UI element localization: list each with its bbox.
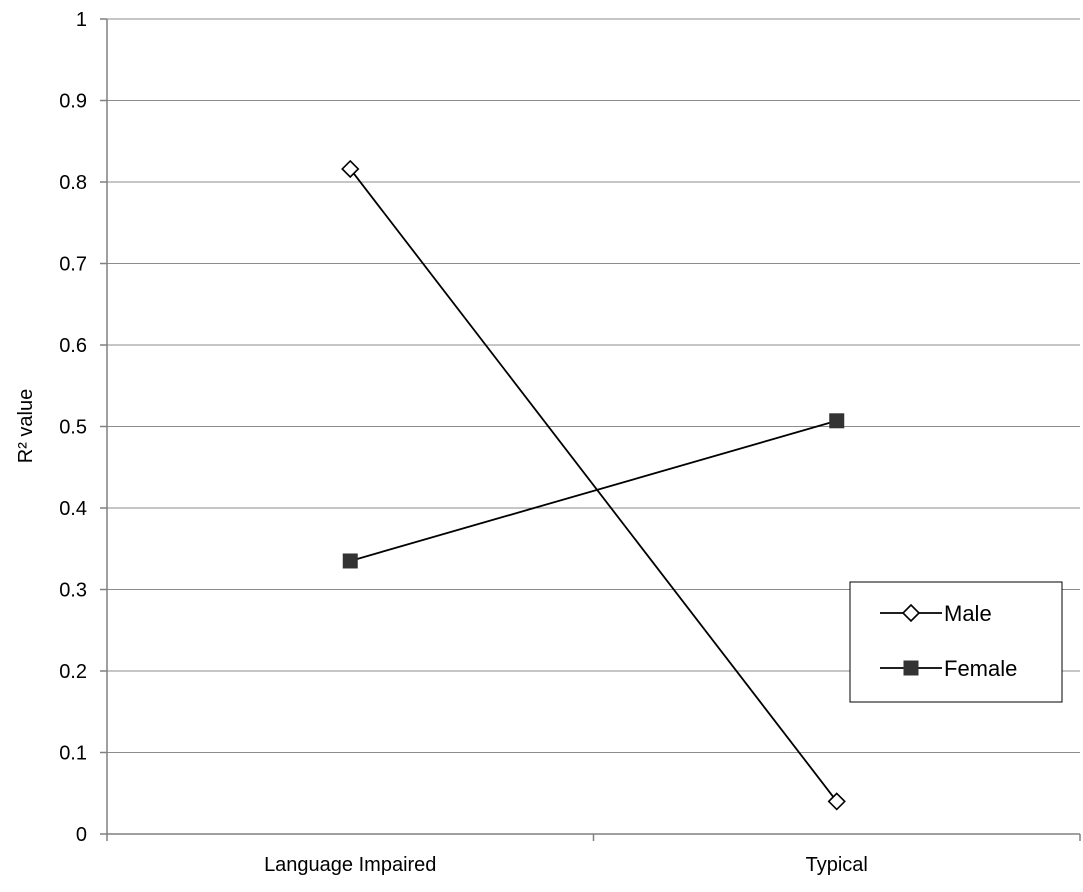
legend-marker-female	[903, 660, 919, 676]
y-axis-ticks: 0 0.1 0.2 0.3 0.4 0.5 0.6 0.7 0.8 0.9 1	[59, 9, 107, 846]
y-tick-label-0: 0	[76, 824, 87, 846]
y-tick-label-7: 0.7	[59, 254, 87, 276]
data-point-female-0	[342, 553, 358, 569]
data-point-male-0	[341, 159, 360, 179]
legend-box	[849, 581, 1063, 703]
x-axis-ticks: Language Impaired Typical	[106, 834, 1081, 876]
legend-entry-male: Male	[880, 601, 992, 626]
y-tick-label-4: 0.4	[59, 498, 87, 520]
y-tick-label-1: 0.1	[59, 743, 87, 765]
series-line-female	[350, 419, 837, 562]
data-point-male-1	[827, 792, 846, 811]
series-group	[341, 159, 846, 811]
y-axis-title: R² value	[15, 389, 37, 463]
y-tick-label-3: 0.3	[59, 580, 87, 602]
legend-label-male: Male	[944, 601, 992, 626]
y-tick-label-10: 1	[76, 9, 87, 31]
series-line-male	[349, 168, 838, 802]
y-tick-label-8: 0.8	[59, 172, 87, 194]
legend-entry-female: Female	[880, 656, 1017, 681]
legend-label-female: Female	[944, 656, 1017, 681]
y-tick-label-5: 0.5	[59, 417, 87, 439]
y-tick-label-9: 0.9	[59, 91, 87, 113]
y-tick-label-2: 0.2	[59, 661, 87, 683]
gridlines	[107, 18, 1080, 753]
series-female	[342, 413, 845, 569]
series-male	[341, 159, 846, 811]
x-tick-label-1: Typical	[806, 854, 868, 876]
legend: Male Female	[849, 581, 1063, 703]
legend-marker-male	[901, 603, 921, 623]
y-tick-label-6: 0.6	[59, 335, 87, 357]
x-tick-label-0: Language Impaired	[264, 854, 436, 876]
data-point-female-1	[829, 413, 845, 429]
